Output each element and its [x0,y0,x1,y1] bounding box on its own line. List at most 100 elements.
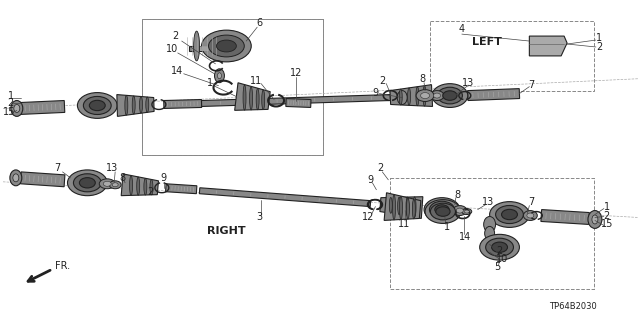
Text: 2: 2 [596,42,602,52]
Ellipse shape [13,174,19,182]
Ellipse shape [524,211,538,220]
Ellipse shape [103,181,111,186]
Text: 9: 9 [367,175,374,185]
Text: 1: 1 [604,202,610,211]
Polygon shape [117,94,154,116]
Polygon shape [189,46,214,51]
Text: 3: 3 [256,212,262,222]
Text: RIGHT: RIGHT [207,226,245,236]
Ellipse shape [486,238,513,256]
Text: 2: 2 [497,246,502,256]
Text: 10: 10 [166,44,178,54]
Ellipse shape [443,91,457,100]
Text: 11: 11 [250,76,262,86]
Polygon shape [164,100,202,108]
Ellipse shape [416,87,419,106]
Ellipse shape [125,95,128,115]
Ellipse shape [430,91,444,100]
Text: 1: 1 [444,222,450,233]
Ellipse shape [112,183,118,187]
Text: 8: 8 [455,190,461,200]
Ellipse shape [435,205,449,214]
Text: TP64B2030: TP64B2030 [549,302,597,311]
Ellipse shape [592,215,598,224]
Ellipse shape [99,179,115,189]
Ellipse shape [202,30,252,62]
Text: 2: 2 [147,187,153,197]
Ellipse shape [11,100,23,116]
Ellipse shape [397,91,407,105]
Ellipse shape [490,202,529,227]
Ellipse shape [256,88,259,110]
Text: 4: 4 [459,24,465,34]
Ellipse shape [132,96,135,114]
Ellipse shape [436,207,450,216]
Text: 2: 2 [604,211,610,220]
Polygon shape [529,36,567,56]
Ellipse shape [431,203,456,220]
Polygon shape [384,193,421,220]
Polygon shape [380,197,423,219]
Text: FR.: FR. [54,261,70,271]
Text: 7: 7 [54,163,61,173]
Ellipse shape [423,86,426,106]
Text: 1: 1 [596,33,602,43]
Text: 9: 9 [372,88,378,98]
Text: 13: 13 [481,197,494,207]
Polygon shape [468,89,520,100]
Text: LEFT: LEFT [472,37,502,47]
Text: 13: 13 [461,78,474,88]
Ellipse shape [14,105,20,112]
Ellipse shape [137,177,140,195]
Text: 2: 2 [173,31,179,41]
Text: 8: 8 [419,74,425,84]
Text: 13: 13 [106,163,118,173]
Polygon shape [200,188,371,207]
Polygon shape [235,83,270,110]
Polygon shape [121,174,159,196]
Text: 12: 12 [362,212,374,222]
Ellipse shape [527,213,534,218]
Ellipse shape [456,208,463,213]
Ellipse shape [194,31,200,61]
Ellipse shape [389,197,392,213]
Ellipse shape [484,217,495,232]
Ellipse shape [432,84,468,108]
Polygon shape [20,100,65,115]
Ellipse shape [218,73,221,79]
Ellipse shape [416,90,434,101]
Ellipse shape [77,93,117,118]
Text: 8: 8 [119,173,125,183]
Ellipse shape [408,88,410,105]
Ellipse shape [262,90,265,110]
Ellipse shape [480,234,520,260]
Text: 5: 5 [495,262,500,272]
Ellipse shape [10,170,22,186]
Polygon shape [541,210,589,225]
Ellipse shape [425,200,461,223]
Ellipse shape [502,209,517,220]
Text: 15: 15 [3,108,15,117]
Text: 12: 12 [290,68,302,78]
Ellipse shape [462,209,472,214]
Ellipse shape [67,170,108,196]
Text: 2: 2 [8,99,14,108]
Ellipse shape [406,198,410,219]
Polygon shape [20,172,65,187]
Ellipse shape [83,96,111,115]
Text: 2: 2 [377,163,383,173]
Polygon shape [166,184,197,194]
Text: 14: 14 [459,232,471,242]
Text: 15: 15 [600,219,613,229]
Text: 7: 7 [528,80,534,90]
Text: 6: 6 [256,18,262,28]
Ellipse shape [109,181,121,189]
Ellipse shape [79,178,95,188]
Ellipse shape [397,197,401,215]
Ellipse shape [129,175,132,196]
Text: 9: 9 [161,173,167,183]
Ellipse shape [399,89,402,105]
Polygon shape [202,94,390,107]
Ellipse shape [250,87,253,110]
Text: 11: 11 [398,219,410,229]
